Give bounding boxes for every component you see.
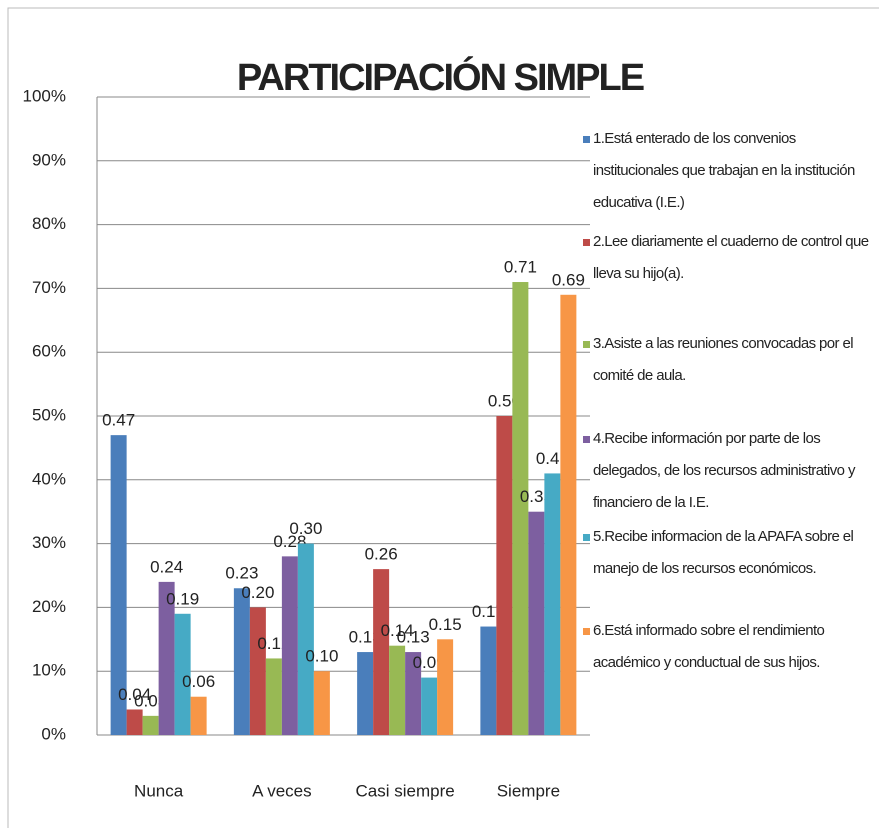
- y-tick-label: 10%: [32, 661, 66, 680]
- y-tick-label: 100%: [23, 86, 66, 105]
- data-label: 0.26: [365, 545, 398, 564]
- y-tick-label: 60%: [32, 342, 66, 361]
- bar: [142, 715, 159, 735]
- bar: [190, 696, 207, 735]
- data-label: 0.69: [552, 270, 585, 289]
- legend-label: 1.Está enterado de los convenios institu…: [593, 130, 855, 211]
- bar: [528, 511, 545, 735]
- legend-marker: [583, 628, 590, 635]
- bar: [496, 416, 513, 735]
- data-label: 0.30: [289, 519, 322, 538]
- bar: [437, 639, 454, 735]
- legend-label: 2.Lee diariamente el cuaderno de control…: [593, 233, 869, 282]
- bar: [357, 652, 374, 735]
- data-label: 0.10: [305, 647, 338, 666]
- bar: [126, 709, 143, 735]
- x-tick-label: Casi siempre: [356, 781, 455, 800]
- bar: [265, 658, 282, 735]
- bar: [512, 282, 529, 735]
- legend-entry: 1.Está enterado de los convenios institu…: [593, 130, 855, 211]
- legend-entry: 6.Está informado sobre el rendimiento ac…: [593, 622, 825, 671]
- legend-entry: 3.Asiste a las reuniones convocadas por …: [593, 335, 854, 384]
- legend-marker: [583, 239, 590, 246]
- x-tick-label: Nunca: [134, 781, 184, 800]
- bar: [544, 473, 561, 735]
- data-label: 0.15: [429, 615, 462, 634]
- legend-label: 4.Recibe información por parte de los de…: [593, 430, 855, 511]
- y-tick-label: 80%: [32, 214, 66, 233]
- bar: [249, 607, 266, 735]
- bar: [233, 588, 250, 735]
- bar: [421, 677, 438, 735]
- y-tick-label: 30%: [32, 533, 66, 552]
- data-label: 0.23: [225, 564, 258, 583]
- legend-entry: 2.Lee diariamente el cuaderno de control…: [593, 233, 869, 282]
- legend-entry: 4.Recibe información por parte de los de…: [593, 430, 855, 511]
- data-label: 0.24: [150, 557, 183, 576]
- bar: [480, 626, 497, 735]
- legend-label: 5.Recibe informacion de la APAFA sobre e…: [593, 528, 854, 577]
- y-tick-label: 50%: [32, 405, 66, 424]
- x-tick-label: Siempre: [497, 781, 560, 800]
- data-label: 0.13: [397, 628, 430, 647]
- legend-marker: [583, 136, 590, 143]
- bar: [373, 569, 390, 735]
- bar: [110, 435, 127, 735]
- chart-title: PARTICIPACIÓN SIMPLE: [237, 55, 644, 99]
- legend-marker: [583, 436, 590, 443]
- data-label: 0.71: [504, 258, 537, 277]
- bar: [313, 671, 330, 735]
- bar: [560, 294, 577, 735]
- bar: [389, 645, 406, 735]
- data-label: 0.47: [102, 411, 135, 430]
- data-label: 0.06: [182, 672, 215, 691]
- legend-label: 3.Asiste a las reuniones convocadas por …: [593, 335, 854, 384]
- legend-marker: [583, 534, 590, 541]
- y-tick-label: 90%: [32, 150, 66, 169]
- legend-marker: [583, 341, 590, 348]
- y-tick-label: 0%: [41, 724, 66, 743]
- chart-border: [7, 7, 879, 828]
- legend-label: 6.Está informado sobre el rendimiento ac…: [593, 622, 825, 671]
- bar: [405, 652, 422, 735]
- bar: [174, 613, 191, 735]
- y-tick-label: 20%: [32, 597, 66, 616]
- y-tick-label: 40%: [32, 469, 66, 488]
- bar: [158, 581, 175, 735]
- bar: [281, 556, 298, 735]
- data-label: 0.19: [166, 589, 199, 608]
- y-tick-label: 70%: [32, 278, 66, 297]
- data-label: 0.14: [381, 621, 414, 640]
- x-tick-label: A veces: [252, 781, 312, 800]
- legend-entry: 5.Recibe informacion de la APAFA sobre e…: [593, 528, 854, 577]
- data-label: 0.04: [118, 685, 151, 704]
- data-label: 0.20: [241, 583, 274, 602]
- bar: [297, 543, 314, 735]
